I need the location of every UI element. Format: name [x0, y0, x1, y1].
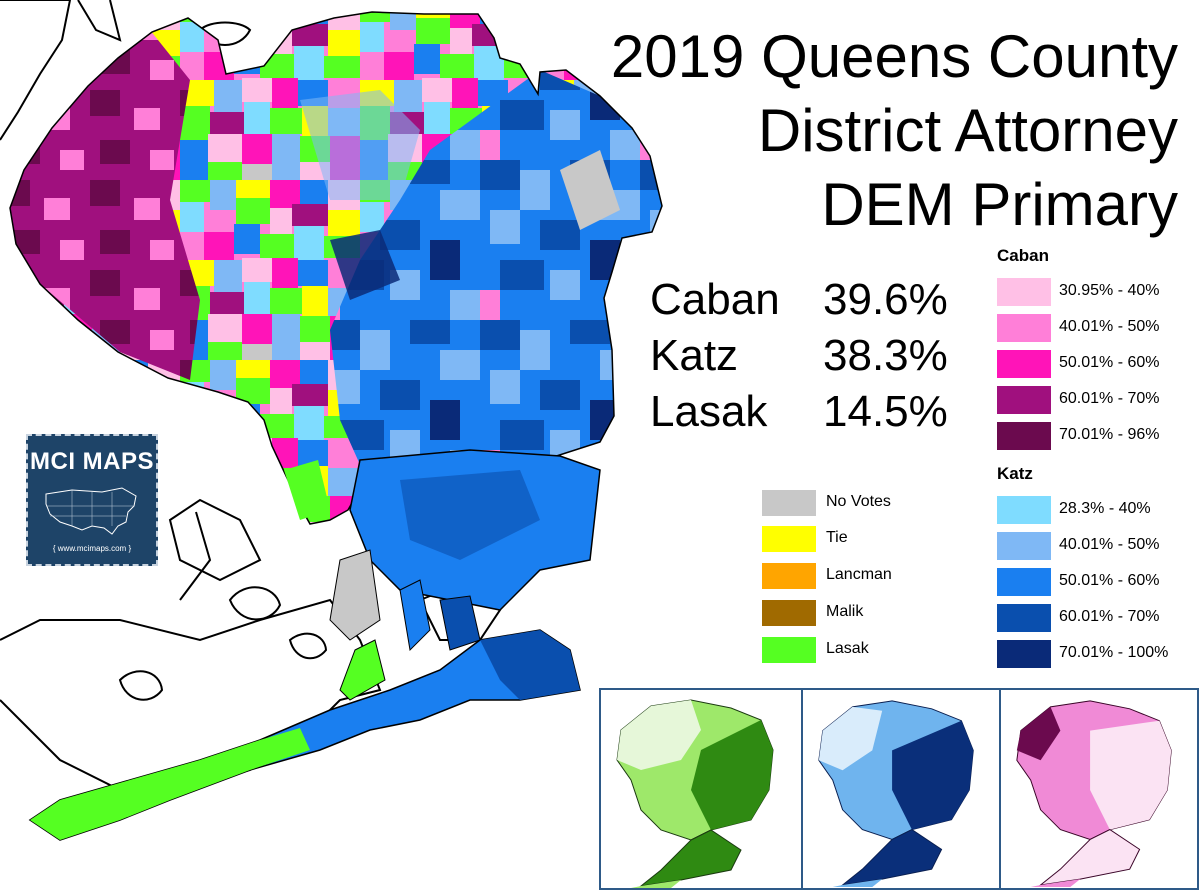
inset-divider [999, 690, 1001, 888]
us-map-icon [45, 487, 137, 535]
legend-swatch [762, 526, 816, 552]
legend-label: Malik [826, 603, 864, 620]
result-percent: 14.5% [823, 387, 948, 436]
legend-swatch [762, 490, 816, 516]
legend-swatch [762, 563, 816, 589]
map-title-line-1: 2019 Queens County [610, 23, 1178, 90]
legend-swatch [997, 496, 1051, 524]
logo-url: { www.mcimaps.com } [52, 544, 132, 553]
mci-maps-logo: MCI MAPS { www.mcimaps.com } [26, 434, 158, 566]
legend-swatch [997, 604, 1051, 632]
legend-swatch [762, 600, 816, 626]
legend-label: Lasak [826, 640, 869, 657]
result-candidate: Caban [650, 275, 780, 324]
legend-label: Lancman [826, 566, 892, 583]
legend-swatch [997, 278, 1051, 306]
legend-swatch [762, 637, 816, 663]
result-candidate: Lasak [650, 387, 768, 436]
logo-text: MCI MAPS [30, 448, 154, 475]
inset-divider [801, 690, 803, 888]
inset-map-lasak [616, 699, 774, 888]
map-title-line-3: DEM Primary [821, 171, 1178, 238]
result-percent: 38.3% [823, 331, 948, 380]
legend-swatch [997, 386, 1051, 414]
legend-label: 70.01% - 100% [1059, 644, 1169, 661]
legend-swatch [997, 422, 1051, 450]
legend-label: 50.01% - 60% [1059, 354, 1160, 371]
legend-heading-katz: Katz [997, 464, 1033, 483]
inset-maps-panel [599, 688, 1199, 890]
legend-label: 60.01% - 70% [1059, 608, 1160, 625]
legend-label: No Votes [826, 493, 891, 510]
legend-swatch [997, 314, 1051, 342]
inset-map-caban [1016, 700, 1172, 887]
legend-label: 50.01% - 60% [1059, 572, 1160, 589]
legend-label: 40.01% - 50% [1059, 536, 1160, 553]
legend-label: 60.01% - 70% [1059, 390, 1160, 407]
result-percent: 39.6% [823, 275, 948, 324]
map-title-line-2: District Attorney [757, 97, 1178, 164]
result-candidate: Katz [650, 331, 739, 380]
legend-label: 30.95% - 40% [1059, 282, 1160, 299]
legend-swatch [997, 568, 1051, 596]
legend-swatch [997, 350, 1051, 378]
legend-label: Tie [826, 529, 848, 546]
legend-heading-caban: Caban [997, 246, 1049, 265]
legend-label: 70.01% - 96% [1059, 426, 1160, 443]
legend-swatch [997, 532, 1051, 560]
inset-map-katz [818, 700, 974, 887]
legend-swatch [997, 640, 1051, 668]
legend-label: 28.3% - 40% [1059, 500, 1151, 517]
legend-label: 40.01% - 50% [1059, 318, 1160, 335]
